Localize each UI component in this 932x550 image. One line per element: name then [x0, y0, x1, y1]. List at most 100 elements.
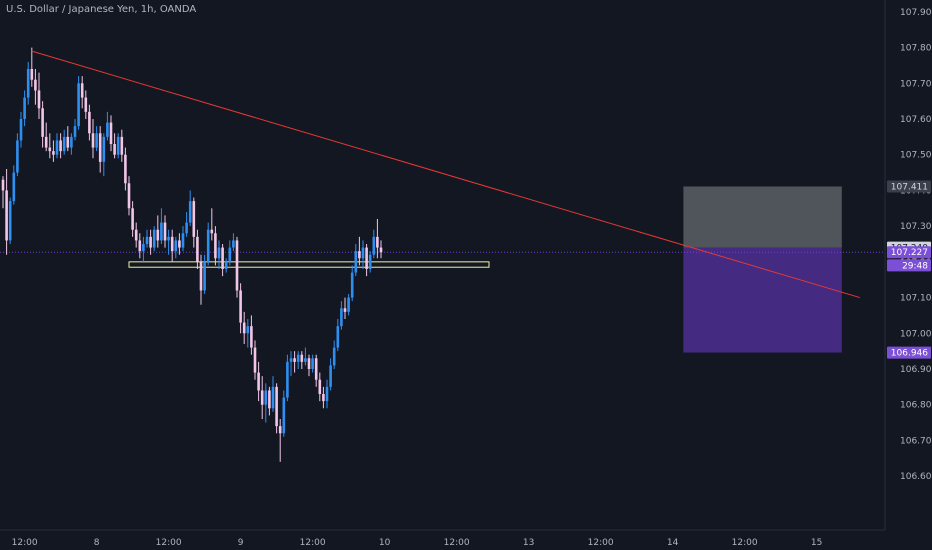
- candle-body: [131, 208, 134, 230]
- candle-body: [26, 69, 30, 98]
- candle-body: [340, 308, 343, 327]
- candle-body: [271, 386, 275, 409]
- candle-body: [156, 229, 160, 241]
- candle-body: [300, 354, 304, 362]
- candle-body: [268, 390, 271, 409]
- candle-body: [160, 222, 163, 241]
- candle-body: [365, 247, 368, 269]
- candle-body: [1, 179, 5, 191]
- y-tick-label: 107.000: [900, 329, 932, 339]
- price-tag-label: 107.227: [891, 248, 928, 258]
- candle-body: [325, 386, 329, 402]
- candle-body: [181, 233, 185, 248]
- candle-body: [48, 147, 52, 152]
- candle-body: [368, 254, 372, 269]
- candle-body: [264, 390, 268, 405]
- candle-body: [293, 358, 296, 362]
- support-zone-box: [128, 261, 490, 268]
- candle-body: [178, 240, 181, 248]
- candle-body: [41, 108, 44, 137]
- candle-body: [149, 236, 152, 248]
- candle-body: [214, 233, 217, 259]
- candle-body: [296, 354, 300, 362]
- y-tick-label: 107.800: [900, 44, 932, 54]
- candle-body: [134, 229, 138, 241]
- candle-body: [336, 326, 340, 348]
- y-tick-label: 106.700: [900, 436, 932, 446]
- candle-body: [37, 90, 41, 109]
- price-tag-bg: [887, 259, 931, 272]
- candle-body: [167, 236, 170, 241]
- y-tick-label: 107.300: [900, 222, 932, 232]
- candle-body: [311, 358, 314, 369]
- candle-body: [116, 136, 120, 155]
- x-tick-label: 12:00: [156, 538, 182, 548]
- candle-body: [286, 361, 289, 398]
- candle-body: [358, 251, 361, 259]
- candle-body: [347, 297, 350, 312]
- take-profit-zone: [683, 247, 842, 353]
- stop-loss-zone: [683, 186, 842, 248]
- candle-body: [152, 229, 156, 248]
- candle-body: [73, 126, 77, 137]
- y-tick-label: 107.900: [900, 8, 932, 18]
- candle-body: [91, 133, 95, 148]
- candle-body: [250, 326, 253, 348]
- y-tick-label: 107.500: [900, 151, 932, 161]
- candle-body: [185, 222, 188, 234]
- candle-body: [199, 261, 203, 291]
- candle-body: [95, 133, 98, 148]
- candle-body: [221, 247, 224, 269]
- candle-body: [232, 240, 235, 248]
- candle-body: [192, 201, 196, 237]
- candle-body: [88, 111, 91, 134]
- x-tick-label: 10: [379, 538, 391, 548]
- candle-body: [322, 394, 325, 402]
- y-tick-label: 106.600: [900, 472, 932, 482]
- candle-body: [55, 140, 59, 155]
- candle-body: [228, 247, 232, 262]
- candle-body: [12, 172, 16, 202]
- candle-body: [113, 144, 116, 155]
- candle-body: [332, 347, 336, 366]
- candle-body: [350, 272, 354, 298]
- candle-body: [224, 261, 228, 269]
- candle-body: [257, 372, 260, 391]
- candle-body: [206, 229, 210, 262]
- candle-body: [361, 247, 365, 259]
- candle-body: [282, 397, 286, 434]
- candle-body: [142, 244, 145, 252]
- candle-body: [98, 133, 102, 162]
- candle-body: [16, 140, 19, 173]
- x-tick-label: 14: [667, 538, 679, 548]
- candle-body: [120, 136, 124, 155]
- candle-body: [314, 358, 318, 380]
- candle-body: [343, 308, 347, 312]
- candle-body: [174, 240, 178, 252]
- candle-body: [304, 358, 307, 362]
- candle-body: [138, 240, 142, 252]
- candle-body: [318, 379, 322, 394]
- candle-body: [30, 69, 34, 80]
- x-tick-label: 8: [94, 538, 100, 548]
- candle-body: [34, 79, 37, 91]
- candle-body: [77, 83, 80, 127]
- candle-body: [62, 136, 66, 152]
- y-tick-label: 106.800: [900, 401, 932, 411]
- candle-body: [253, 347, 257, 373]
- x-tick-label: 12:00: [12, 538, 38, 548]
- candle-body: [163, 222, 167, 241]
- candle-body: [70, 136, 73, 148]
- price-tag-label: 106.946: [891, 349, 928, 359]
- candle-body: [52, 151, 55, 155]
- candle-body: [106, 122, 109, 137]
- price-tag-label: 29:48: [902, 261, 928, 271]
- candle-body: [289, 358, 293, 362]
- candle-body: [354, 251, 358, 273]
- candle-body: [242, 322, 246, 334]
- candle-body: [307, 358, 311, 369]
- candle-body: [59, 140, 62, 152]
- y-tick-label: 107.100: [900, 294, 932, 304]
